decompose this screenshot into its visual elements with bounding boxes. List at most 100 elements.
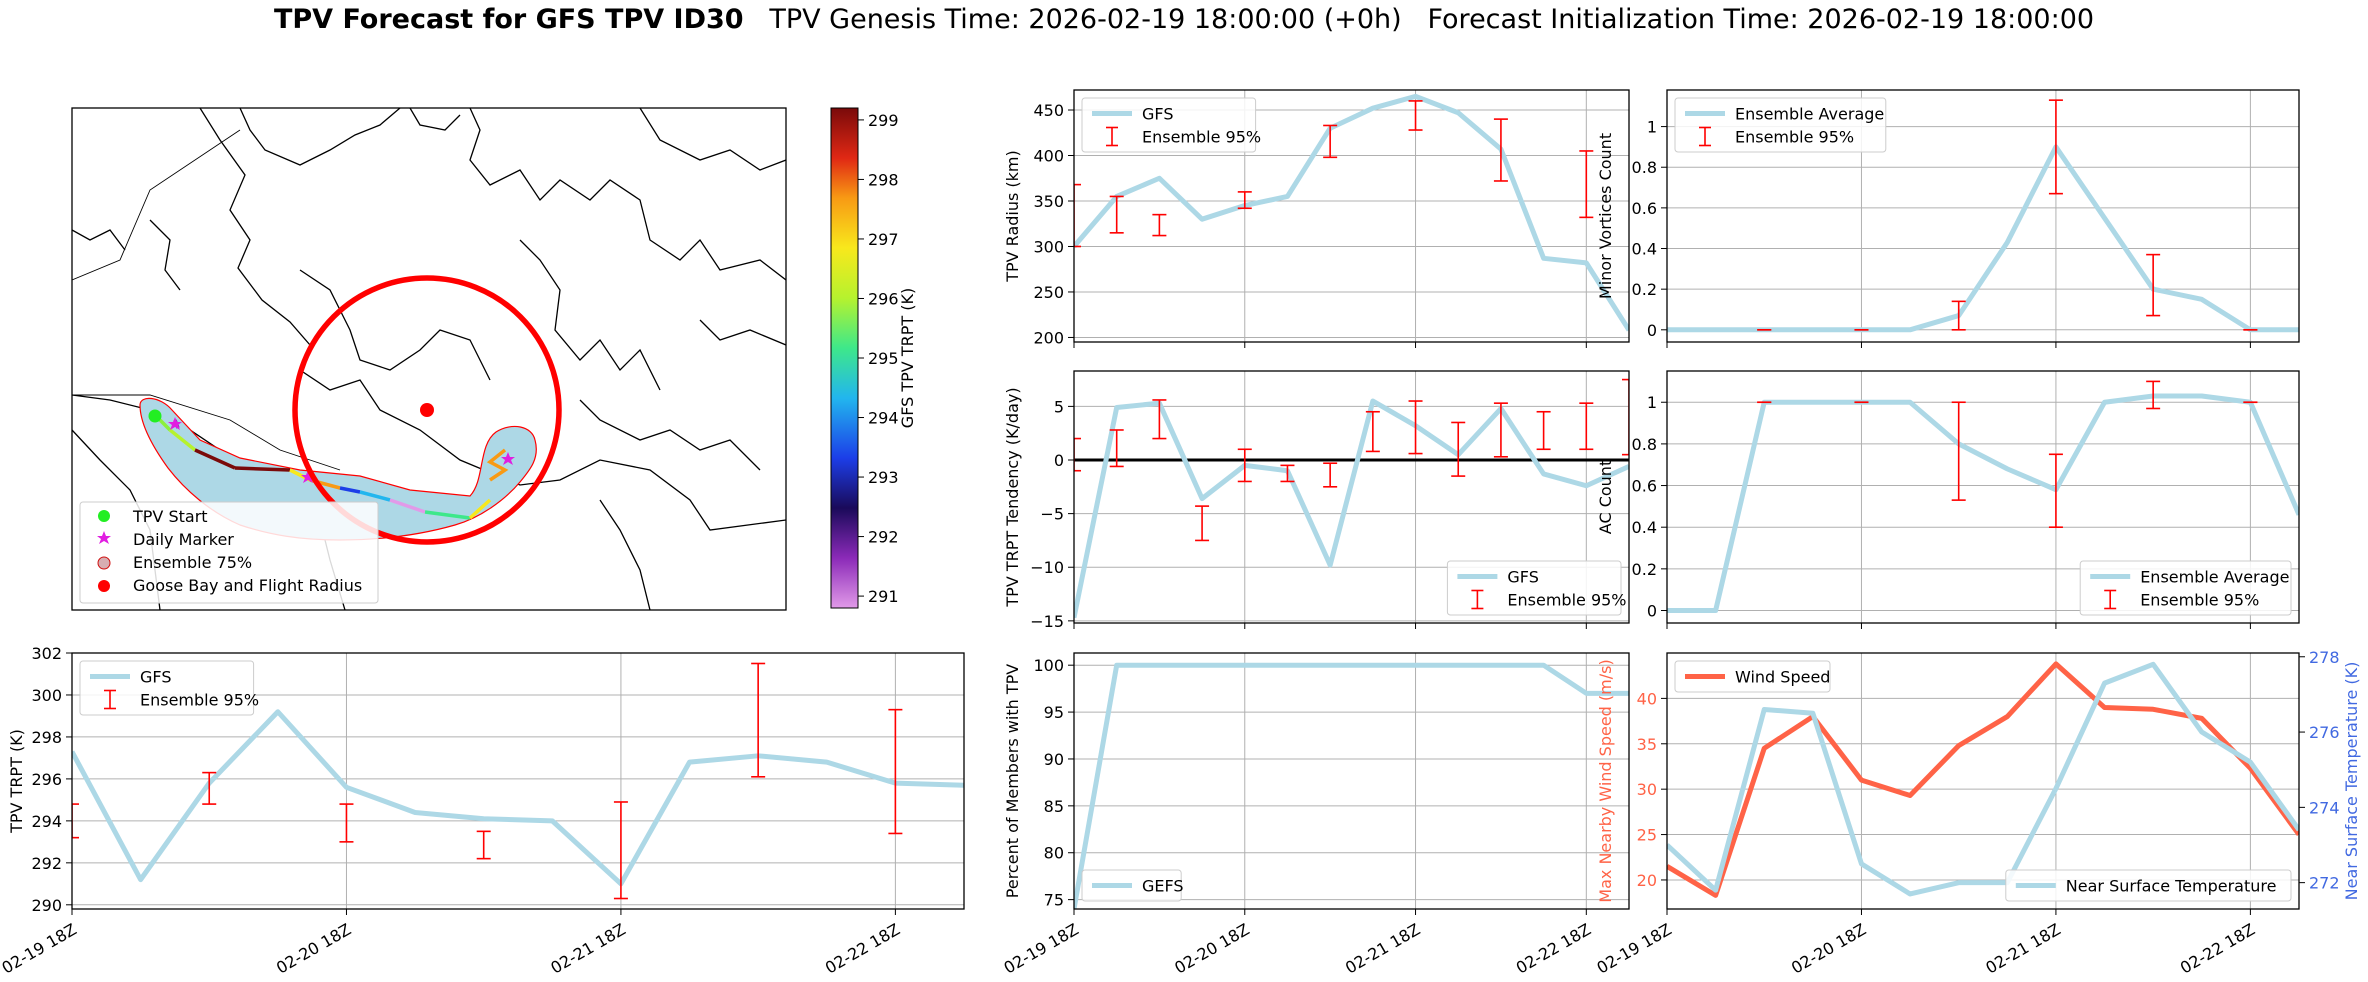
y-tick-label: 0.6: [1632, 199, 1657, 218]
figure-genesis-time: TPV Genesis Time: 2026-02-19 18:00:00 (+…: [769, 4, 1402, 35]
chart-wind: 20 25 30 35 40 Max Nearby Wind Speed (m/s) 02-…: [1594, 648, 2361, 978]
series-line: [72, 709, 964, 887]
chart-legend: Wind Speed: [1674, 660, 1831, 693]
y-tick-label: 80: [1044, 844, 1064, 863]
legend-box: [1674, 97, 1887, 153]
y-tick-label: 250: [1033, 283, 1064, 302]
y-tick-label: 0.2: [1632, 280, 1657, 299]
y-tick-label: 0.4: [1632, 240, 1657, 259]
y-tick-label: 0.8: [1632, 158, 1657, 177]
series-group: [1074, 93, 1629, 332]
x-tick-label: 02-19 18Z: [1594, 920, 1675, 978]
plot-frame: [1666, 89, 2300, 343]
chart-legend: Ensemble Average Ensemble 95%: [1674, 97, 1887, 153]
y-tick-label: 450: [1033, 101, 1064, 120]
series-line: [1074, 398, 1629, 619]
plot-area: [1074, 653, 1629, 909]
series-line: [1074, 93, 1629, 332]
y-axis-label: AC Count: [1596, 460, 1615, 534]
y-axis-label: Percent of Members with TPV: [1003, 664, 1022, 898]
legend-box: [2079, 560, 2292, 616]
y-tick-label: 0: [1647, 602, 1657, 621]
legend-label: GFS: [1507, 568, 1538, 587]
chart-legend: Near Surface Temperature: [2005, 869, 2292, 902]
legend-label: Wind Speed: [1735, 668, 1830, 687]
plot-frame: [1666, 370, 2300, 624]
chart-legend: GFS Ensemble 95%: [1446, 560, 1627, 616]
x-tick-label: 02-19 18Z: [1001, 920, 1082, 978]
y-tick-label: 95: [1044, 703, 1064, 722]
y-tick-label: 20: [1637, 871, 1657, 890]
figure-init-time: Forecast Initialization Time: 2026-02-19…: [1427, 4, 2095, 35]
legend-label: Ensemble Average: [1735, 105, 1884, 124]
legend-label: GEFS: [1142, 877, 1184, 896]
legend-box: [1674, 660, 1831, 693]
legend-label: GFS: [140, 668, 171, 687]
legend-box: [2005, 869, 2292, 902]
y-tick-label: 0.6: [1632, 477, 1657, 496]
y-axis-label: Max Nearby Wind Speed (m/s): [1596, 659, 1615, 902]
y-tick-label: 294: [31, 812, 62, 831]
y-tick-label: 300: [1033, 237, 1064, 256]
y-tick-label: 30: [1637, 780, 1657, 799]
series-group: [72, 662, 964, 900]
y-tick-label: 300: [31, 686, 62, 705]
y-right-tick-label: 272: [2309, 874, 2340, 893]
x-tick-label: 02-20 18Z: [1788, 920, 1869, 978]
legend-label: GFS: [1142, 105, 1173, 124]
y-tick-label: 350: [1033, 192, 1064, 211]
y-tick-label: −15: [1030, 612, 1064, 631]
series-line: [1667, 393, 2299, 614]
x-tick-label: 02-20 18Z: [1171, 920, 1252, 978]
y-tick-label: 0: [1054, 451, 1064, 470]
y-tick-label: 100: [1033, 656, 1064, 675]
legend-label: Ensemble 95%: [140, 691, 259, 710]
y-axis-label: Minor Vortices Count: [1596, 133, 1615, 299]
x-tick-label: 02-21 18Z: [1982, 920, 2063, 978]
series-group: [1074, 378, 1629, 619]
y-right-tick-label: 274: [2309, 798, 2340, 817]
y-right-tick-label: 278: [2309, 648, 2340, 667]
y-tick-label: 200: [1033, 328, 1064, 347]
y-right-tick-label: 276: [2309, 723, 2340, 742]
plot-area: [1667, 653, 2299, 909]
series-line: [1667, 661, 2299, 897]
y-tick-label: −5: [1040, 505, 1064, 524]
series-line: [1667, 144, 2299, 333]
y-tick-label: 400: [1033, 147, 1064, 166]
chart-radius: 200 250 300 350 400 450 TPV Radius (km) GFS Ense…: [1003, 89, 1630, 348]
y-axis-label: TPV TRPT (K): [7, 729, 26, 834]
y-tick-label: 25: [1637, 826, 1657, 845]
legend-label: Ensemble Average: [2140, 568, 2289, 587]
y-tick-label: −10: [1030, 558, 1064, 577]
series-group: [1074, 662, 1629, 909]
x-tick-label: 02-22 18Z: [822, 920, 903, 978]
plot-frame: [1073, 370, 1630, 624]
plot-frame: [1666, 652, 2300, 910]
chart-trpt: 290 292 294 296 298 300 302 TPV TRPT (K) 02-19 1…: [0, 644, 965, 978]
plot-frame: [71, 652, 965, 910]
y-axis-label: TPV TRPT Tendency (K/day): [1003, 387, 1022, 607]
y-tick-label: 292: [31, 854, 62, 873]
figure-title-bold: TPV Forecast for GFS TPV ID30: [273, 4, 744, 35]
y-tick-label: 0.4: [1632, 518, 1657, 537]
y-right-axis-label: Near Surface Temperature (K): [2342, 662, 2361, 901]
x-tick-label: 02-21 18Z: [1342, 920, 1423, 978]
x-tick-label: 02-21 18Z: [547, 920, 628, 978]
legend-label: Ensemble 95%: [2140, 591, 2259, 610]
y-tick-label: 40: [1637, 689, 1657, 708]
x-tick-label: 02-22 18Z: [1513, 920, 1594, 978]
series-group: [1667, 380, 2299, 614]
y-tick-label: 1: [1647, 393, 1657, 412]
series-group: [1667, 99, 2299, 333]
plot-frame: [1073, 89, 1630, 343]
y-tick-label: 298: [31, 728, 62, 747]
figure-title: TPV Forecast for GFS TPV ID30 TPV Genesi…: [0, 4, 2368, 35]
x-tick-label: 02-20 18Z: [273, 920, 354, 978]
legend-label: Ensemble 95%: [1735, 128, 1854, 147]
y-tick-label: 290: [31, 896, 62, 915]
legend-label: Near Surface Temperature: [2066, 877, 2277, 896]
y-tick-label: 90: [1044, 750, 1064, 769]
